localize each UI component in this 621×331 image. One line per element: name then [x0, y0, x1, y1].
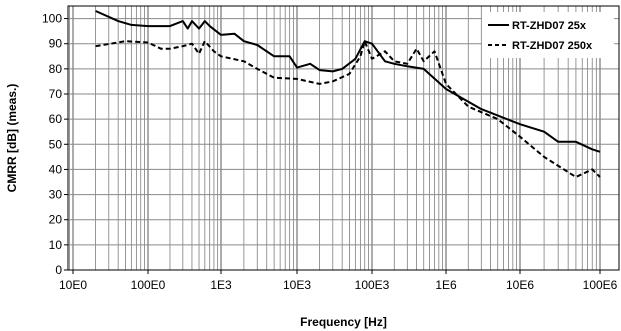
y-tick-label: 30: [49, 188, 63, 202]
y-tick-label: 70: [49, 87, 63, 101]
plot-frame: [67, 5, 620, 271]
series-line-250x: [95, 40, 601, 178]
x-tick-label: 1E6: [435, 278, 457, 292]
x-axis-tick-labels: 10E0 100E0 1E3 10E3 100E3 1E6 10E6 100E6: [59, 270, 618, 292]
y-tick-label: 50: [49, 137, 63, 151]
x-tick-label: 10E6: [506, 278, 534, 292]
y-tick-label: 0: [55, 263, 62, 277]
legend-label-series-2: RT-ZHD07 250x: [512, 40, 593, 52]
x-tick-label: 100E3: [355, 278, 390, 292]
legend-box: [482, 12, 614, 58]
series-line-25x: [95, 10, 601, 153]
x-tick-label: 10E3: [283, 278, 311, 292]
legend-label-series-1: RT-ZHD07 25x: [512, 20, 587, 32]
series-layer: [95, 10, 601, 178]
x-axis-title: Frequency [Hz]: [300, 315, 387, 329]
y-tick-label: 10: [49, 238, 63, 252]
x-tick-label: 1E3: [210, 278, 232, 292]
y-axis-tick-labels: 0 10 20 30 40 50 60 70 80 90 100: [42, 12, 68, 277]
y-tick-label: 100: [42, 12, 62, 26]
y-tick-label: 90: [49, 37, 63, 51]
x-tick-label: 10E0: [59, 278, 87, 292]
x-tick-label: 100E0: [131, 278, 166, 292]
x-tick-label: 100E6: [583, 278, 618, 292]
minor-gridlines: [69, 6, 597, 270]
y-tick-label: 40: [49, 162, 63, 176]
y-tick-label: 20: [49, 213, 63, 227]
legend: RT-ZHD07 25x RT-ZHD07 250x: [482, 12, 614, 58]
y-tick-label: 60: [49, 112, 63, 126]
y-tick-label: 80: [49, 62, 63, 76]
y-axis-title: CMRR [dB] (meas.): [5, 84, 19, 193]
